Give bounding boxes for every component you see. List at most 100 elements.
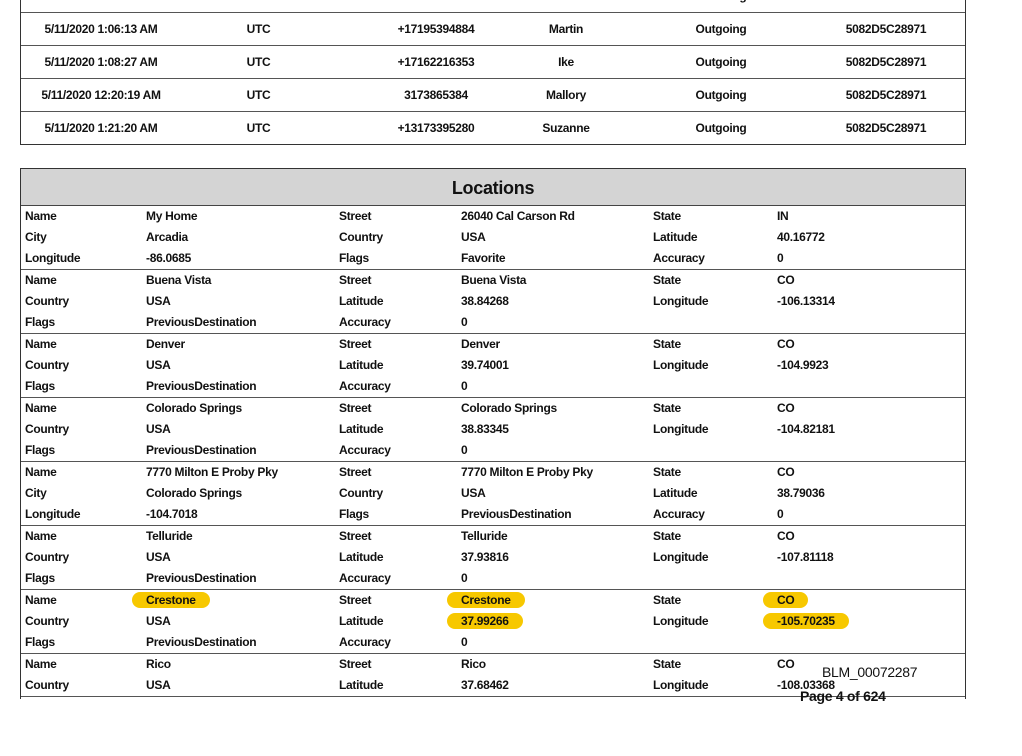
value-text: Crestone	[132, 592, 210, 608]
value-text: 0	[461, 379, 468, 393]
field-value: 37.68462	[461, 675, 509, 696]
field-value: 0	[461, 568, 468, 589]
label-text: Flags	[25, 571, 55, 585]
value-text: CO	[777, 273, 795, 287]
call-cell: Outgoing	[695, 22, 747, 36]
field-value: 0	[461, 632, 468, 653]
field-label: State	[653, 270, 681, 291]
label-text: City	[25, 230, 47, 244]
location-block: Name Telluride Street Telluride State CO Count…	[21, 526, 965, 590]
field-value: USA	[146, 419, 171, 440]
value-text: CO	[763, 592, 809, 608]
field-value: USA	[146, 291, 171, 312]
value-text: 38.79036	[777, 486, 825, 500]
field-label: Accuracy	[339, 632, 391, 653]
value-text: Telluride	[461, 529, 508, 543]
value-text: Arcadia	[146, 230, 188, 244]
label-text: Street	[339, 209, 372, 223]
label-text: Longitude	[25, 251, 81, 265]
value-text: USA	[146, 550, 171, 564]
field-value: Colorado Springs	[146, 398, 242, 419]
call-cell: 5/11/2020 1:08:27 AM	[44, 55, 158, 69]
field-value: 0	[777, 248, 784, 269]
value-text: USA	[146, 294, 171, 308]
value-text: PreviousDestination	[146, 379, 257, 393]
location-row: Country USA Latitude 39.74001 Longitude -104.…	[21, 355, 965, 376]
field-value: PreviousDestination	[146, 312, 257, 333]
label-text: State	[653, 401, 681, 415]
location-row: Name Telluride Street Telluride State CO	[21, 526, 965, 547]
field-label: Longitude	[653, 419, 709, 440]
label-text: Flags	[339, 507, 369, 521]
field-value: CO	[777, 654, 795, 675]
field-value: 40.16772	[777, 227, 825, 248]
label-text: Latitude	[339, 678, 384, 692]
field-label: State	[653, 206, 681, 227]
value-text: 37.99266	[447, 613, 523, 629]
field-label: Name	[25, 526, 57, 547]
value-text: PreviousDestination	[461, 507, 572, 521]
location-block: Name Colorado Springs Street Colorado Sprin…	[21, 398, 965, 462]
field-value: USA	[146, 355, 171, 376]
label-text: Latitude	[339, 358, 384, 372]
label-text: Flags	[339, 251, 369, 265]
location-row: Flags PreviousDestination Accuracy 0	[21, 632, 965, 653]
location-row: City Colorado Springs Country USA Latitude 38…	[21, 483, 965, 504]
field-value: PreviousDestination	[146, 568, 257, 589]
call-row: 5/11/2020 12:20:19 AM UTC 3173865384 Mallor…	[21, 79, 965, 112]
field-value: Crestone	[132, 590, 210, 611]
label-text: Accuracy	[339, 443, 391, 457]
field-label: Longitude	[653, 611, 709, 632]
field-value: 37.99266	[447, 611, 523, 632]
field-value: 39.74001	[461, 355, 509, 376]
call-cell: 5/11/2020 12:10:1? AM	[21, 0, 181, 12]
field-label: Country	[25, 547, 69, 568]
page-number: Page 4 of 624	[800, 688, 886, 704]
field-value: 7770 Milton E Proby Pky	[461, 462, 593, 483]
field-value: USA	[146, 547, 171, 568]
value-text: PreviousDestination	[146, 443, 257, 457]
value-text: -86.0685	[146, 251, 191, 265]
field-label: Street	[339, 398, 372, 419]
label-text: Street	[339, 465, 372, 479]
value-text: Colorado Springs	[146, 486, 242, 500]
call-row: 5/11/2020 1:06:13 AM UTC +17195394884 Marti…	[21, 13, 965, 46]
field-value: PreviousDestination	[146, 632, 257, 653]
value-text: PreviousDestination	[146, 315, 257, 329]
field-value: 38.79036	[777, 483, 825, 504]
field-value: 38.83345	[461, 419, 509, 440]
label-text: Accuracy	[339, 635, 391, 649]
location-row: Name My Home Street 26040 Cal Carson Rd Stat…	[21, 206, 965, 227]
field-label: Name	[25, 206, 57, 227]
location-row: Name 7770 Milton E Proby Pky Street 7770 Mi…	[21, 462, 965, 483]
call-cell: +17195394884	[397, 22, 475, 36]
field-label: Accuracy	[339, 376, 391, 397]
field-value: CO	[763, 590, 809, 611]
label-text: Accuracy	[339, 571, 391, 585]
field-value: Colorado Springs	[461, 398, 557, 419]
label-text: Latitude	[339, 294, 384, 308]
field-value: Crestone	[447, 590, 525, 611]
location-block: Name My Home Street 26040 Cal Carson Rd Stat…	[21, 206, 965, 270]
call-cell: +13173395280	[397, 121, 475, 135]
field-label: Street	[339, 270, 372, 291]
field-value: -107.81118	[777, 547, 834, 568]
field-label: Flags	[25, 440, 55, 461]
field-value: CO	[777, 398, 795, 419]
field-label: State	[653, 334, 681, 355]
call-cell: Outgoing	[695, 88, 747, 102]
field-value: My Home	[146, 206, 198, 227]
label-text: Country	[339, 486, 383, 500]
label-text: Country	[25, 422, 69, 436]
value-text: -104.7018	[146, 507, 198, 521]
field-label: Latitude	[339, 291, 384, 312]
field-label: Accuracy	[339, 440, 391, 461]
value-text: USA	[461, 486, 486, 500]
field-value: CO	[777, 334, 795, 355]
field-label: Flags	[339, 504, 369, 525]
call-row: 5/11/2020 1:08:27 AM UTC +17162216353 Ike Ou…	[21, 46, 965, 79]
field-label: Street	[339, 590, 372, 611]
field-label: Street	[339, 462, 372, 483]
value-text: -105.70235	[763, 613, 849, 629]
value-text: 0	[461, 571, 468, 585]
